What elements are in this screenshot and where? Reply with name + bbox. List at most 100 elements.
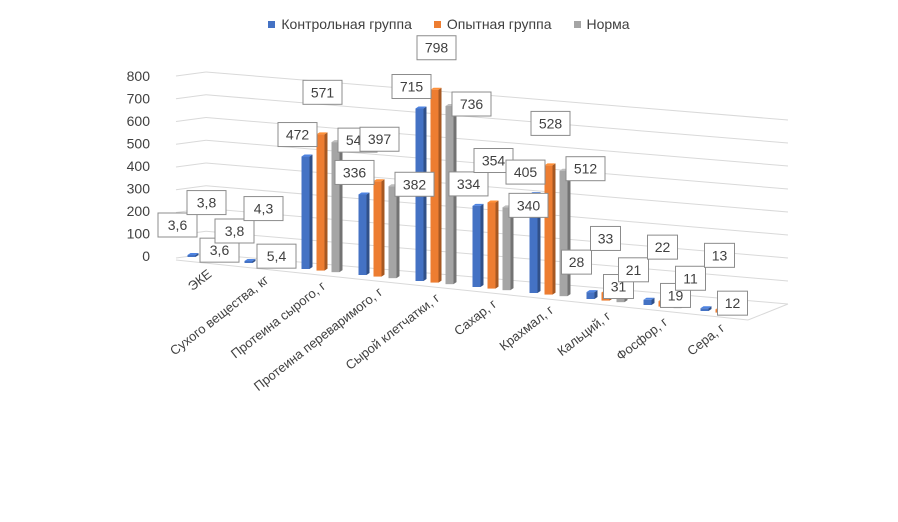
bar-0-5: [472, 205, 481, 287]
data-label-2-3: 382: [403, 176, 427, 192]
data-label-0-7: 28: [569, 254, 585, 270]
data-label-box-0-5: [448, 171, 489, 197]
bar-side-1-4: [438, 87, 442, 283]
bar-top-1-5: [487, 200, 499, 203]
data-label-box-1-6: [530, 110, 571, 136]
data-label-box-0-9: [675, 265, 706, 291]
data-label-box-2-9: [717, 290, 748, 316]
bar-top-0-5: [472, 203, 484, 206]
bar-2-5: [502, 207, 511, 291]
bar-side-0-9: [708, 306, 712, 311]
bar-2-3: [388, 186, 397, 279]
bar-side-2-5: [510, 205, 514, 291]
bar-side-1-6: [552, 163, 556, 295]
legend-swatch-experimental: [433, 20, 441, 28]
legend-item-norm: Норма: [573, 16, 630, 32]
data-label-2-5: 340: [517, 197, 541, 213]
gridline-side-3: [175, 185, 207, 191]
bar-2-6: [559, 170, 568, 297]
bar-top-0-2: [301, 154, 313, 157]
data-label-box-1-1: [243, 196, 284, 222]
bar-side-0-1: [252, 259, 256, 263]
bar-side-1-5: [495, 200, 499, 289]
data-label-box-0-6: [505, 159, 546, 185]
data-label-box-1-7: [590, 225, 621, 251]
data-label-box-0-8: [618, 257, 649, 283]
gridline-side-8: [175, 71, 207, 77]
data-label-1-2: 571: [311, 84, 335, 100]
data-label-0-4: 715: [400, 79, 424, 95]
data-label-2-7: 31: [611, 279, 627, 295]
data-label-1-0: 3,8: [197, 195, 217, 211]
data-label-box-1-4: [416, 35, 457, 61]
bar-1-6: [544, 165, 553, 295]
bar-top-1-2: [316, 132, 328, 135]
data-label-1-5: 354: [482, 153, 506, 169]
y-tick-label-4: 400: [127, 158, 151, 174]
x-category-label-3: Протеина переваримого, г: [251, 284, 386, 394]
y-tick-label-1: 100: [127, 226, 151, 242]
legend-item-control: Контрольная группа: [268, 16, 412, 32]
data-label-2-8: 19: [668, 287, 684, 303]
bar-side-0-5: [480, 203, 484, 287]
x-category-label-7: Кальций, г: [554, 308, 613, 359]
bar-0-8: [643, 299, 652, 305]
data-label-box-2-5: [508, 192, 549, 218]
bar-0-1: [244, 261, 253, 263]
legend-label-norm: Норма: [586, 16, 630, 32]
gridline-side-6: [175, 117, 207, 122]
bar-0-3: [358, 194, 367, 275]
data-label-box-1-8: [647, 234, 678, 260]
bar-top-0-3: [358, 192, 370, 195]
data-label-box-2-4: [451, 91, 492, 117]
data-label-box-1-2: [302, 79, 343, 105]
data-label-0-9: 11: [683, 270, 698, 286]
gridline-side-5: [175, 139, 207, 145]
data-label-2-9: 12: [725, 295, 741, 311]
data-label-2-4: 736: [460, 96, 484, 112]
data-label-box-2-6: [565, 156, 606, 182]
data-label-0-2: 472: [286, 127, 310, 143]
bar-0-2: [301, 156, 310, 269]
y-tick-label-5: 500: [127, 136, 151, 152]
bar-top-0-0: [187, 253, 199, 255]
legend-item-experimental: Опытная группа: [433, 16, 552, 32]
bar-side-1-3: [381, 179, 385, 277]
data-label-2-6: 512: [574, 161, 598, 177]
y-tick-label-7: 700: [127, 91, 151, 107]
x-category-label-9: Сера, г: [684, 320, 727, 358]
bar-side-0-7: [594, 290, 598, 299]
bar-1-3: [373, 181, 382, 277]
data-label-box-2-3: [394, 171, 435, 197]
data-label-box-0-4: [391, 74, 432, 100]
data-label-box-1-0: [186, 190, 227, 216]
data-label-0-3: 336: [343, 164, 367, 180]
data-label-box-1-3: [359, 126, 400, 152]
bar-0-9: [700, 308, 709, 311]
bar-side-0-2: [309, 154, 313, 269]
bar-top-0-1: [244, 259, 256, 261]
y-tick-label-8: 800: [127, 68, 151, 84]
data-label-1-7: 33: [598, 230, 614, 246]
y-tick-label-0: 0: [142, 248, 150, 264]
data-label-0-1: 3,8: [225, 223, 245, 239]
legend-label-experimental: Опытная группа: [446, 16, 552, 32]
bar-side-2-2: [339, 140, 343, 273]
bar-0-0: [187, 255, 196, 257]
data-label-2-1: 5,4: [267, 248, 287, 264]
bar-top-0-7: [586, 290, 598, 293]
bar-side-2-3: [396, 184, 400, 279]
data-label-1-8: 22: [655, 239, 671, 255]
bar-top-0-4: [415, 106, 427, 109]
legend-swatch-control: [268, 20, 276, 28]
bar-2-2: [331, 142, 340, 273]
data-label-0-8: 21: [626, 262, 642, 278]
data-label-box-0-2: [277, 122, 318, 148]
data-label-1-1: 4,3: [254, 201, 274, 217]
bar-top-0-8: [643, 297, 655, 300]
bar-top-1-4: [430, 87, 442, 90]
data-label-box-0-3: [334, 159, 375, 185]
x-category-label-0: ЭКЕ: [185, 266, 215, 294]
x-category-label-6: Крахмал, г: [496, 302, 556, 354]
